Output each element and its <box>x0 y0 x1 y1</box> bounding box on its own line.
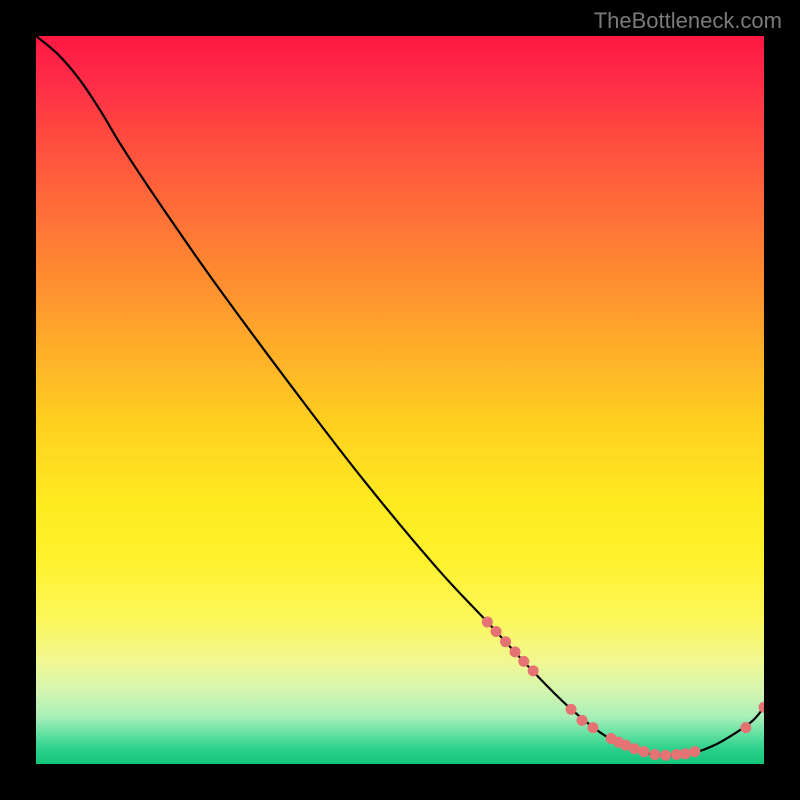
bottleneck-curve <box>36 36 764 755</box>
marker-point <box>482 617 493 628</box>
chart-container <box>36 36 764 764</box>
marker-point <box>500 636 511 647</box>
marker-point <box>680 748 691 759</box>
chart-curve-layer <box>36 36 764 764</box>
marker-point <box>638 746 649 757</box>
marker-point <box>759 702 765 713</box>
marker-point <box>649 749 660 760</box>
marker-point <box>629 743 640 754</box>
marker-point <box>518 656 529 667</box>
watermark-text: TheBottleneck.com <box>594 8 782 34</box>
marker-point <box>577 715 588 726</box>
marker-point <box>566 704 577 715</box>
marker-point <box>689 746 700 757</box>
marker-point <box>528 665 539 676</box>
marker-point <box>587 722 598 733</box>
marker-point <box>740 722 751 733</box>
data-markers <box>482 617 764 761</box>
marker-point <box>491 626 502 637</box>
marker-point <box>660 750 671 761</box>
marker-point <box>510 646 521 657</box>
